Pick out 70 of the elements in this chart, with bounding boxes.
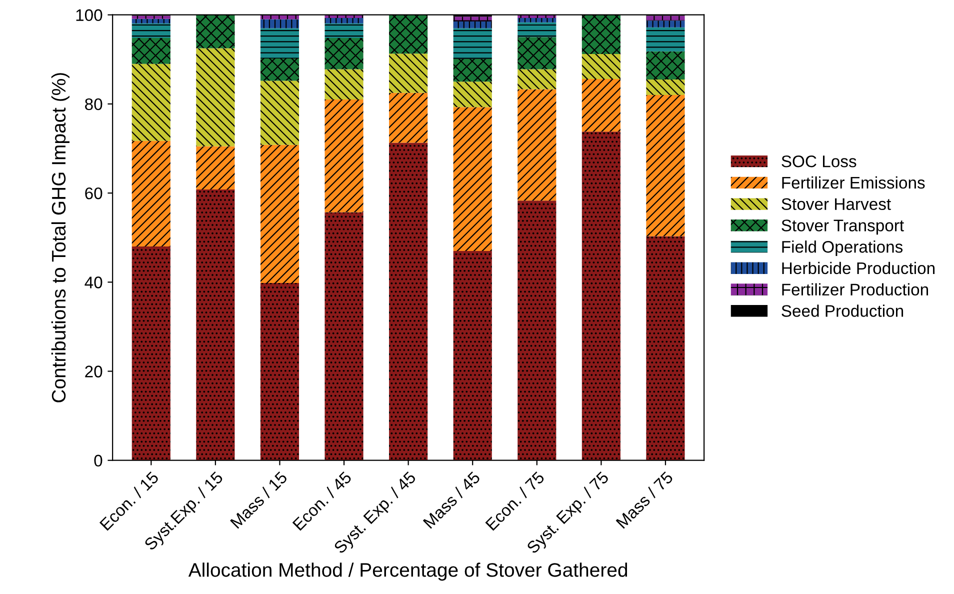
bar [324,99,364,212]
legend-label: Seed Production [782,304,904,317]
bar [324,18,364,24]
bar [453,82,492,108]
bar [132,38,170,64]
y-tick-label: 80 [85,98,102,110]
legend-label: Herbicide Production [782,262,935,274]
bar [582,79,620,132]
bar [260,144,300,284]
bar [518,18,556,22]
legend-label: SOC Loss [782,155,856,168]
bar [260,28,300,59]
bar [389,92,428,143]
bar [196,14,235,48]
y-tick-label: 20 [85,366,102,378]
bar [582,54,620,79]
y-tick-label: 0 [94,454,102,467]
bar [453,58,492,82]
bar [518,200,556,460]
bar [646,20,685,28]
bar [132,18,170,24]
legend-label: Stover Harvest [782,198,891,210]
y-tick-label: 60 [85,187,102,200]
bar [453,16,492,22]
bar [260,58,300,81]
bar [132,64,170,141]
bar [324,38,364,70]
bar [646,16,685,21]
y-axis-title: Contributions to Total GHG Impact (%) [51,73,70,402]
bar [582,14,620,54]
bar [132,16,170,19]
bar [582,132,620,460]
bar [646,236,685,460]
y-tick-label: 100 [76,9,102,22]
bar [453,107,492,251]
bar [518,22,556,38]
bar [260,19,300,28]
x-axis-title: Allocation Method / Percentage of Stover Gathered [188,562,628,581]
bar [132,23,170,38]
legend-label: Fertilizer Emissions [782,176,925,189]
legend-label: Field Operations [782,240,903,256]
bar [453,250,492,460]
bar [260,283,300,460]
bar [453,22,492,28]
bar [518,89,556,201]
bar [260,15,300,20]
bar [518,37,556,70]
bar [196,146,235,190]
bar [518,69,556,90]
legend-label: Fertilizer Production [782,283,928,296]
bar [324,212,364,460]
bar [646,95,685,236]
bar [389,14,428,54]
bar [324,15,364,18]
bar [132,140,170,247]
bar [260,80,300,145]
bar [646,79,685,96]
legend-label: Stover Transport [782,220,904,235]
bar [196,48,235,146]
bar [646,51,685,80]
bar [324,69,364,100]
bar [646,27,685,52]
y-tick-label: 40 [84,276,102,288]
bar [518,15,556,18]
bar [196,189,235,460]
bar [453,28,492,59]
bar [389,54,428,93]
bar [324,23,364,38]
bar [389,142,428,460]
bar [132,246,170,460]
